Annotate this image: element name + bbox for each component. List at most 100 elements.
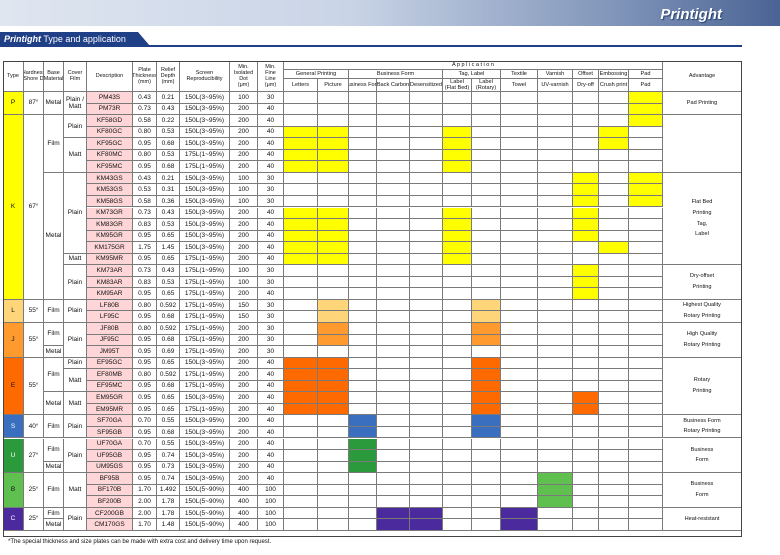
base-cell: Film <box>44 473 64 508</box>
app-mark-cell <box>472 161 501 173</box>
app-mark-cell <box>599 265 629 277</box>
app-mark-cell <box>501 207 538 220</box>
app-mark-cell <box>501 103 538 116</box>
app-mark-cell <box>443 230 472 243</box>
thickness-cell: 1.70 <box>133 484 157 497</box>
app-mark-cell <box>318 346 349 358</box>
app-mark-cell <box>349 126 377 139</box>
screen-cell: 150L(3~95%) <box>180 92 230 104</box>
app-mark-cell <box>501 299 538 312</box>
app-mark-cell <box>443 92 472 104</box>
relief-cell: 0.74 <box>157 450 180 462</box>
app-mark-cell <box>410 403 443 416</box>
app-mark-cell <box>472 207 501 220</box>
app-mark-cell <box>443 311 472 323</box>
relief-cell: 0.68 <box>157 380 180 393</box>
app-mark-cell <box>573 138 599 150</box>
line-cell: 40 <box>258 219 284 231</box>
app-mark-cell <box>472 438 501 451</box>
app-mark-cell <box>410 426 443 439</box>
app-mark-cell <box>538 242 573 254</box>
app-mark-cell <box>410 380 443 393</box>
app-mark-cell <box>501 172 538 185</box>
app-mark-cell <box>599 380 629 393</box>
app-mark-cell <box>629 346 663 358</box>
relief-cell: 1.78 <box>157 507 180 520</box>
line-cell: 40 <box>258 103 284 116</box>
thickness-cell: 0.95 <box>133 380 157 393</box>
screen-cell: 150L(3~95%) <box>180 242 230 254</box>
app-mark-cell <box>284 450 318 462</box>
thickness-cell: 0.73 <box>133 103 157 116</box>
relief-cell: 0.21 <box>157 92 180 104</box>
app-mark-cell <box>599 473 629 485</box>
line-cell: 40 <box>258 380 284 393</box>
relief-cell: 0.592 <box>157 369 180 381</box>
app-mark-cell <box>349 103 377 116</box>
line-cell: 30 <box>258 299 284 312</box>
screen-cell: 150L(3~95%) <box>180 230 230 243</box>
app-mark-cell <box>443 473 472 485</box>
app-mark-cell <box>472 184 501 196</box>
header-advantage: Advantage <box>663 61 742 92</box>
app-mark-cell <box>284 115 318 127</box>
app-mark-cell <box>472 380 501 393</box>
app-mark-cell <box>318 461 349 474</box>
app-mark-cell <box>349 115 377 127</box>
app-mark-cell <box>349 253 377 266</box>
app-mark-cell <box>284 473 318 485</box>
app-mark-cell <box>629 207 663 220</box>
app-mark-cell <box>573 311 599 323</box>
app-mark-cell <box>599 195 629 208</box>
app-mark-cell <box>501 149 538 162</box>
relief-cell: 0.21 <box>157 172 180 185</box>
header-base: Base Material <box>44 61 64 92</box>
screen-cell: 150L(3~95%) <box>180 126 230 139</box>
app-mark-cell <box>599 138 629 150</box>
app-mark-cell <box>284 172 318 185</box>
app-mark-cell <box>501 346 538 358</box>
cover-cell: Plain <box>64 438 87 474</box>
app-mark-cell <box>573 149 599 162</box>
app-mark-cell <box>538 126 573 139</box>
app-mark-cell <box>410 438 443 451</box>
app-mark-cell <box>472 323 501 335</box>
desc-cell: BF95B <box>87 473 133 485</box>
dot-cell: 400 <box>230 519 258 531</box>
app-mark-cell <box>349 484 377 497</box>
app-mark-cell <box>599 323 629 335</box>
type-cell-B: B <box>3 473 24 508</box>
app-mark-cell <box>538 369 573 381</box>
screen-cell: 150L(5~90%) <box>180 507 230 520</box>
app-mark-cell <box>349 357 377 370</box>
dot-cell: 200 <box>230 357 258 370</box>
app-mark-cell <box>443 276 472 289</box>
app-mark-cell <box>349 184 377 196</box>
app-mark-cell <box>377 230 410 243</box>
app-mark-cell <box>377 115 410 127</box>
app-mark-cell <box>538 346 573 358</box>
app-mark-cell <box>377 403 410 416</box>
desc-cell: LF95C <box>87 311 133 323</box>
app-mark-cell <box>377 299 410 312</box>
desc-cell: KF80GC <box>87 126 133 139</box>
app-mark-cell <box>377 484 410 497</box>
dot-cell: 400 <box>230 507 258 520</box>
dot-cell: 200 <box>230 230 258 243</box>
app-mark-cell <box>538 115 573 127</box>
thickness-cell: 0.95 <box>133 311 157 323</box>
app-mark-cell <box>377 473 410 485</box>
cover-cell: Plain <box>64 265 87 300</box>
desc-cell: LF80B <box>87 299 133 312</box>
app-mark-cell <box>501 473 538 485</box>
dot-cell: 200 <box>230 461 258 474</box>
app-mark-cell <box>284 311 318 323</box>
app-mark-cell <box>629 403 663 416</box>
relief-cell: 0.55 <box>157 415 180 427</box>
app-mark-cell <box>629 450 663 462</box>
app-mark-cell <box>573 195 599 208</box>
dot-cell: 100 <box>230 195 258 208</box>
dot-cell: 200 <box>230 473 258 485</box>
app-mark-cell <box>538 184 573 196</box>
app-mark-cell <box>377 392 410 404</box>
